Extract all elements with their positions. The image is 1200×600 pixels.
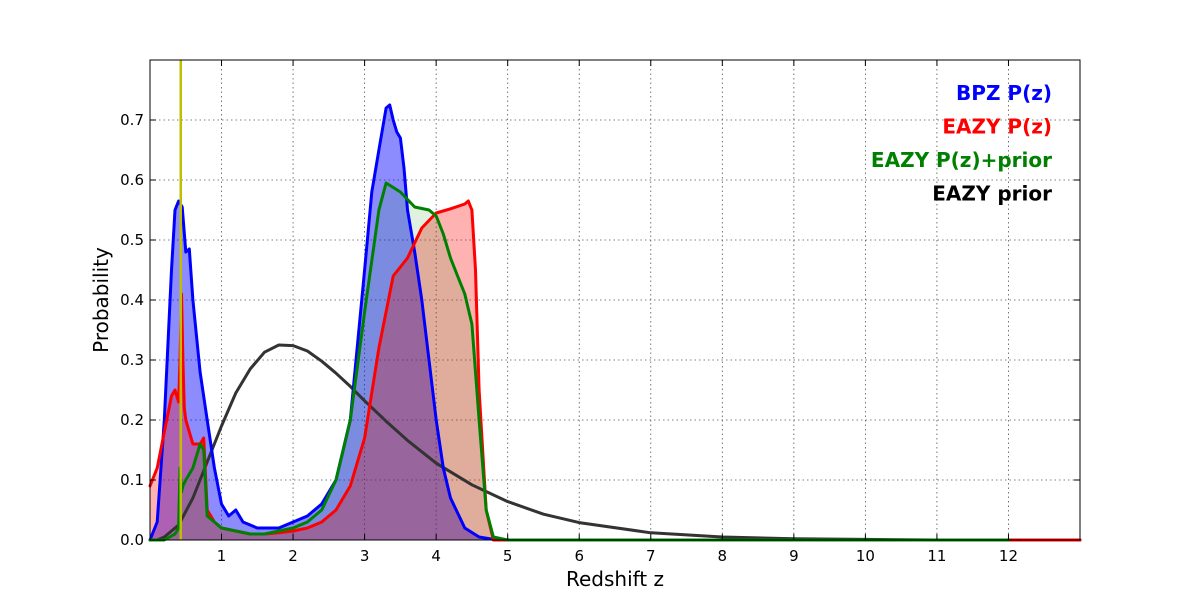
series-line-eazy-prior <box>155 343 1010 542</box>
x-tick-label-10: 11 <box>927 547 946 565</box>
legend-entry-eazy-prior: EAZY prior <box>932 182 1052 206</box>
y-tick-label-2: 0.2 <box>120 411 144 429</box>
series-line-eazy-p-z <box>148 199 1082 542</box>
series-line-bpz-p-z <box>148 103 1082 542</box>
x-tick-label-2: 3 <box>360 547 370 565</box>
legend: BPZ P(z) EAZY P(z) EAZY P(z)+prior EAZY pri… <box>871 81 1052 206</box>
series-fill-eazy-p-z <box>150 201 1080 540</box>
x-tick-label-11: 12 <box>999 547 1018 565</box>
legend-entry-bpz-p-z: BPZ P(z) <box>956 81 1052 105</box>
x-tick-label-0: 1 <box>217 547 227 565</box>
axis-ticks: 1 2 3 4 5 6 7 8 9 10 11 120.00.10.20.30.40.50.60.7 <box>120 60 1080 565</box>
x-tick-label-1: 2 <box>288 547 298 565</box>
y-tick-label-7: 0.7 <box>120 111 144 129</box>
legend-entry-eazy-p-z: EAZY P(z) <box>942 115 1052 139</box>
x-tick-label-6: 7 <box>646 547 656 565</box>
y-tick-label-6: 0.6 <box>120 171 144 189</box>
series-line-eazy-p-z-prior <box>148 181 1010 542</box>
x-tick-label-8: 9 <box>789 547 799 565</box>
x-tick-label-7: 8 <box>718 547 728 565</box>
x-tick-label-3: 4 <box>431 547 441 565</box>
y-tick-label-5: 0.5 <box>120 231 144 249</box>
grid <box>150 60 1080 541</box>
x-tick-label-9: 10 <box>856 547 875 565</box>
series-fill-bpz-p-z <box>150 105 1080 540</box>
y-axis-label: Probability <box>89 247 113 353</box>
y-tick-label-3: 0.3 <box>120 351 144 369</box>
y-tick-label-1: 0.1 <box>120 471 144 489</box>
x-tick-label-5: 6 <box>574 547 584 565</box>
legend-entry-eazy-p-z-prior: EAZY P(z)+prior <box>871 148 1052 172</box>
x-tick-label-4: 5 <box>503 547 513 565</box>
x-axis-label: Redshift z <box>566 567 664 591</box>
y-tick-label-4: 0.4 <box>120 291 144 309</box>
series-fills <box>150 105 1080 540</box>
y-tick-label-0: 0.0 <box>120 531 144 549</box>
series-fill-eazy-p-z-prior <box>150 183 1009 540</box>
